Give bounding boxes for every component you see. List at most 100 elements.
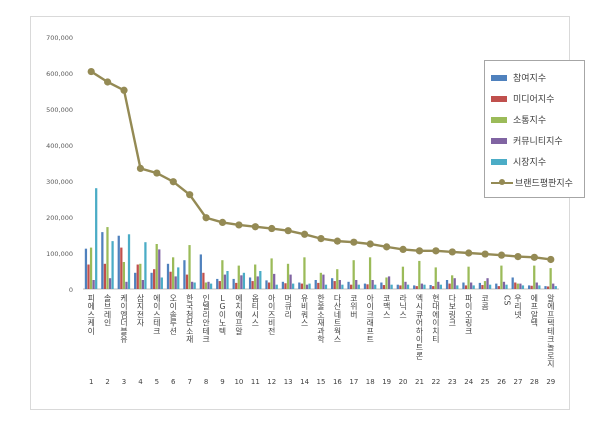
legend-item-community: 커뮤니티지수 <box>485 130 584 151</box>
y-tick-label: 700,000 <box>46 34 73 42</box>
bar-3-6 <box>172 257 175 289</box>
bar-3-29 <box>549 268 552 289</box>
chart-legend: 참여지수 미디어지수 소통지수 커뮤니티지수 시장지수 브랜드평판지수 <box>484 60 585 198</box>
brand-reputation-point-15 <box>317 235 325 243</box>
legend-swatch-participation <box>491 74 507 81</box>
bar-2-9 <box>218 281 221 289</box>
bar-4-5 <box>158 249 161 289</box>
bar-5-21 <box>423 284 426 289</box>
brand-reputation-point-21 <box>415 247 424 255</box>
bar-4-10 <box>240 275 243 289</box>
brand-reputation-point-18 <box>366 240 374 248</box>
bar-4-17 <box>355 280 358 289</box>
bar-1-9 <box>216 278 219 289</box>
bar-5-13 <box>292 283 295 289</box>
x-index-label-28: 28 <box>530 378 539 386</box>
bar-2-14 <box>300 283 304 289</box>
bar-2-1 <box>87 264 90 289</box>
bar-1-2 <box>101 232 104 289</box>
bar-5-17 <box>357 284 360 289</box>
bar-4-20 <box>404 281 407 289</box>
bar-3-20 <box>401 266 405 289</box>
x-index-label-8: 8 <box>204 378 208 386</box>
bar-2-24 <box>464 285 468 289</box>
bar-2-8 <box>202 272 205 289</box>
x-index-label-20: 20 <box>399 378 408 386</box>
bar-3-18 <box>368 257 372 289</box>
bar-1-6 <box>166 263 170 289</box>
bar-1-26 <box>495 283 498 289</box>
bar-5-3 <box>127 234 131 289</box>
bar-3-23 <box>451 275 454 289</box>
bar-2-12 <box>267 282 271 289</box>
legend-swatch-market <box>491 158 507 165</box>
bar-5-19 <box>390 284 393 289</box>
y-tick-label: 300,000 <box>46 178 73 186</box>
bar-1-21 <box>413 285 416 289</box>
x-index-label-18: 18 <box>366 378 375 386</box>
bar-4-7 <box>190 281 194 289</box>
bar-3-4 <box>139 263 142 289</box>
bar-1-22 <box>429 285 432 289</box>
x-index-label-16: 16 <box>333 378 342 386</box>
bar-1-25 <box>478 282 481 289</box>
brand-reputation-point-26 <box>497 251 506 259</box>
legend-label-market: 시장지수 <box>513 158 547 168</box>
bar-2-19 <box>382 285 386 289</box>
bar-3-9 <box>221 260 224 289</box>
legend-label-participation: 참여지수 <box>513 74 547 84</box>
brand-reputation-point-4 <box>136 164 145 172</box>
legend-label-communication: 소통지수 <box>513 116 547 126</box>
bar-5-29 <box>554 286 557 289</box>
brand-reputation-point-13 <box>284 227 292 235</box>
brand-reputation-point-5 <box>153 169 161 177</box>
x-index-label-11: 11 <box>251 378 260 386</box>
bar-3-22 <box>434 267 437 289</box>
brand-reputation-point-29 <box>547 255 555 264</box>
bar-1-14 <box>298 282 301 289</box>
bar-1-17 <box>347 281 350 289</box>
bar-4-2 <box>108 278 112 289</box>
x-index-label-14: 14 <box>300 378 309 386</box>
bar-3-24 <box>467 266 470 289</box>
x-index-label-26: 26 <box>497 378 506 386</box>
brand-reputation-point-20 <box>399 245 407 253</box>
brand-reputation-point-17 <box>350 238 358 246</box>
bar-4-15 <box>322 274 325 289</box>
bar-1-8 <box>199 254 202 289</box>
bar-3-2 <box>106 227 109 289</box>
bar-4-18 <box>371 280 374 289</box>
bar-3-11 <box>254 264 257 289</box>
bar-2-15 <box>317 282 320 289</box>
brand-reputation-point-8 <box>202 214 210 222</box>
bar-1-5 <box>150 272 153 289</box>
bar-5-7 <box>193 282 196 289</box>
bar-2-2 <box>103 263 107 289</box>
bar-4-11 <box>256 276 259 289</box>
x-index-label-25: 25 <box>481 378 490 386</box>
bar-4-25 <box>486 278 489 289</box>
bar-2-29 <box>546 286 550 289</box>
bar-3-1 <box>89 247 93 289</box>
x-index-label-2: 2 <box>105 378 109 386</box>
bar-5-10 <box>242 272 246 289</box>
bar-2-18 <box>366 284 369 289</box>
bar-2-11 <box>251 281 254 289</box>
y-tick-label: 500,000 <box>46 106 73 114</box>
bar-1-23 <box>445 280 449 289</box>
bar-2-26 <box>497 286 500 289</box>
bar-4-27 <box>519 283 522 289</box>
